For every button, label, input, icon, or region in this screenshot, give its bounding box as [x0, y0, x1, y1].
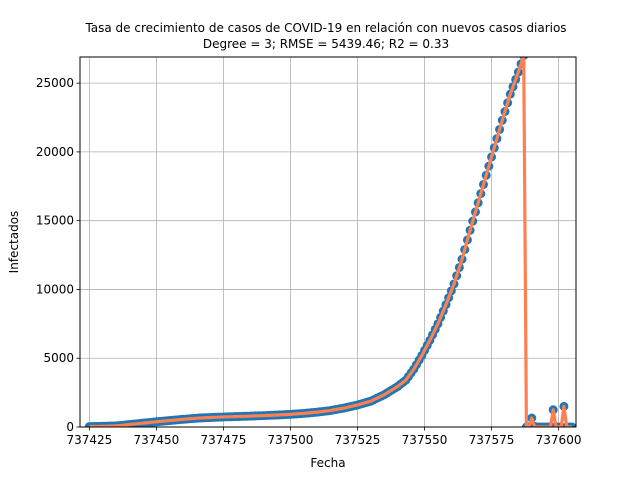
- x-tick-label: 737425: [66, 433, 112, 447]
- x-tick-label: 737500: [268, 433, 314, 447]
- y-tick-label: 20000: [36, 145, 74, 159]
- chart-subtitle: Degree = 3; RMSE = 5439.46; R2 = 0.33: [203, 37, 449, 51]
- chart-title: Tasa de crecimiento de casos de COVID-19…: [84, 21, 566, 35]
- fit-line: [89, 57, 572, 427]
- series-line: [89, 57, 572, 427]
- x-axis-label: Fecha: [310, 456, 345, 470]
- x-tick-label: 737550: [402, 433, 448, 447]
- x-tick-label: 737450: [134, 433, 180, 447]
- y-axis-ticks: 0 5000 10000 15000 20000 25000: [36, 76, 80, 434]
- y-axis-label: Infectados: [7, 211, 21, 274]
- y-tick-label: 15000: [36, 214, 74, 228]
- y-tick-label: 0: [66, 420, 74, 434]
- x-tick-label: 737600: [536, 433, 582, 447]
- y-tick-label: 5000: [43, 351, 74, 365]
- x-axis-ticks: 737425 737450 737475 737500 737525 737550 7375…: [66, 427, 581, 447]
- x-tick-label: 737475: [201, 433, 247, 447]
- plot-frame: [79, 56, 577, 428]
- y-tick-label: 25000: [36, 76, 74, 90]
- y-tick-label: 10000: [36, 282, 74, 296]
- x-tick-label: 737525: [335, 433, 381, 447]
- x-tick-label: 737575: [469, 433, 515, 447]
